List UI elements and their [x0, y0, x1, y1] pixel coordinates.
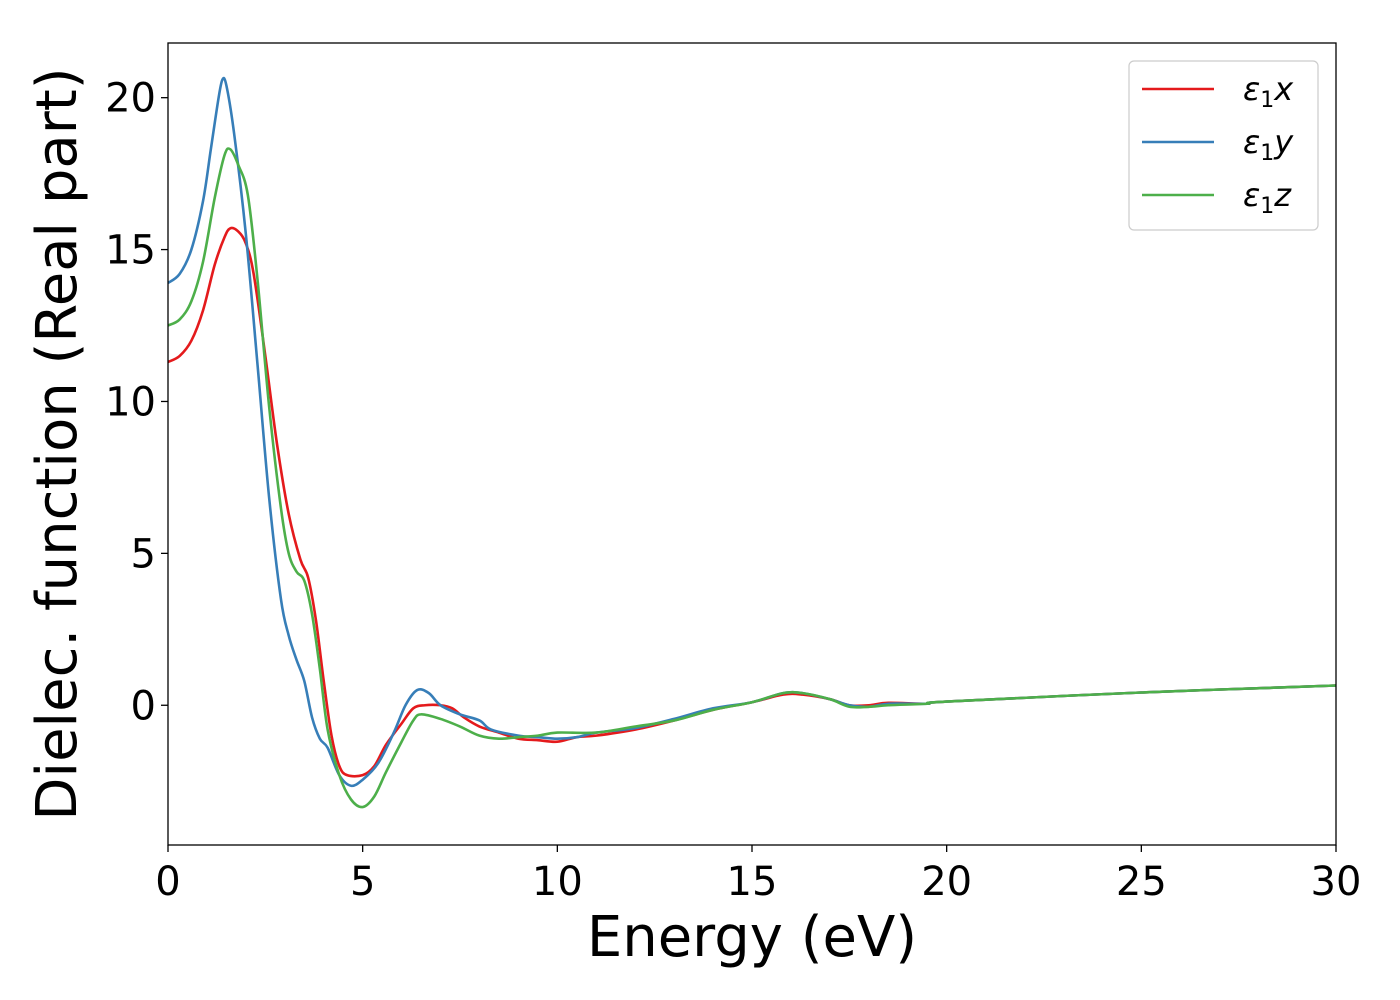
x-tick-label: 10 [532, 859, 583, 905]
x-tick-label: 20 [921, 859, 972, 905]
y-tick-label: 20 [105, 76, 156, 122]
legend-label-x: ε1x [1243, 70, 1294, 113]
x-tick-label: 30 [1311, 859, 1362, 905]
legend-label-z: ε1z [1243, 176, 1292, 219]
legend: ε1x ε1y ε1z [1128, 60, 1319, 231]
y-tick-label: 10 [105, 379, 156, 425]
x-tick-label: 15 [727, 859, 778, 905]
legend-box [1128, 60, 1319, 231]
y-axis-label: Dielec. function (Real part) [25, 67, 90, 820]
series-line-z [168, 147, 1336, 809]
x-tick-label: 5 [350, 859, 375, 905]
x-tick-label: 25 [1116, 859, 1167, 905]
y-tick-label: 15 [105, 228, 156, 274]
x-tick-label: 0 [155, 859, 180, 905]
series-line-x [168, 226, 1336, 778]
legend-label-y: ε1y [1243, 123, 1294, 166]
x-axis-label: Energy (eV) [587, 905, 917, 970]
y-tick-label: 5 [131, 531, 156, 577]
y-tick-label: 0 [131, 683, 156, 729]
